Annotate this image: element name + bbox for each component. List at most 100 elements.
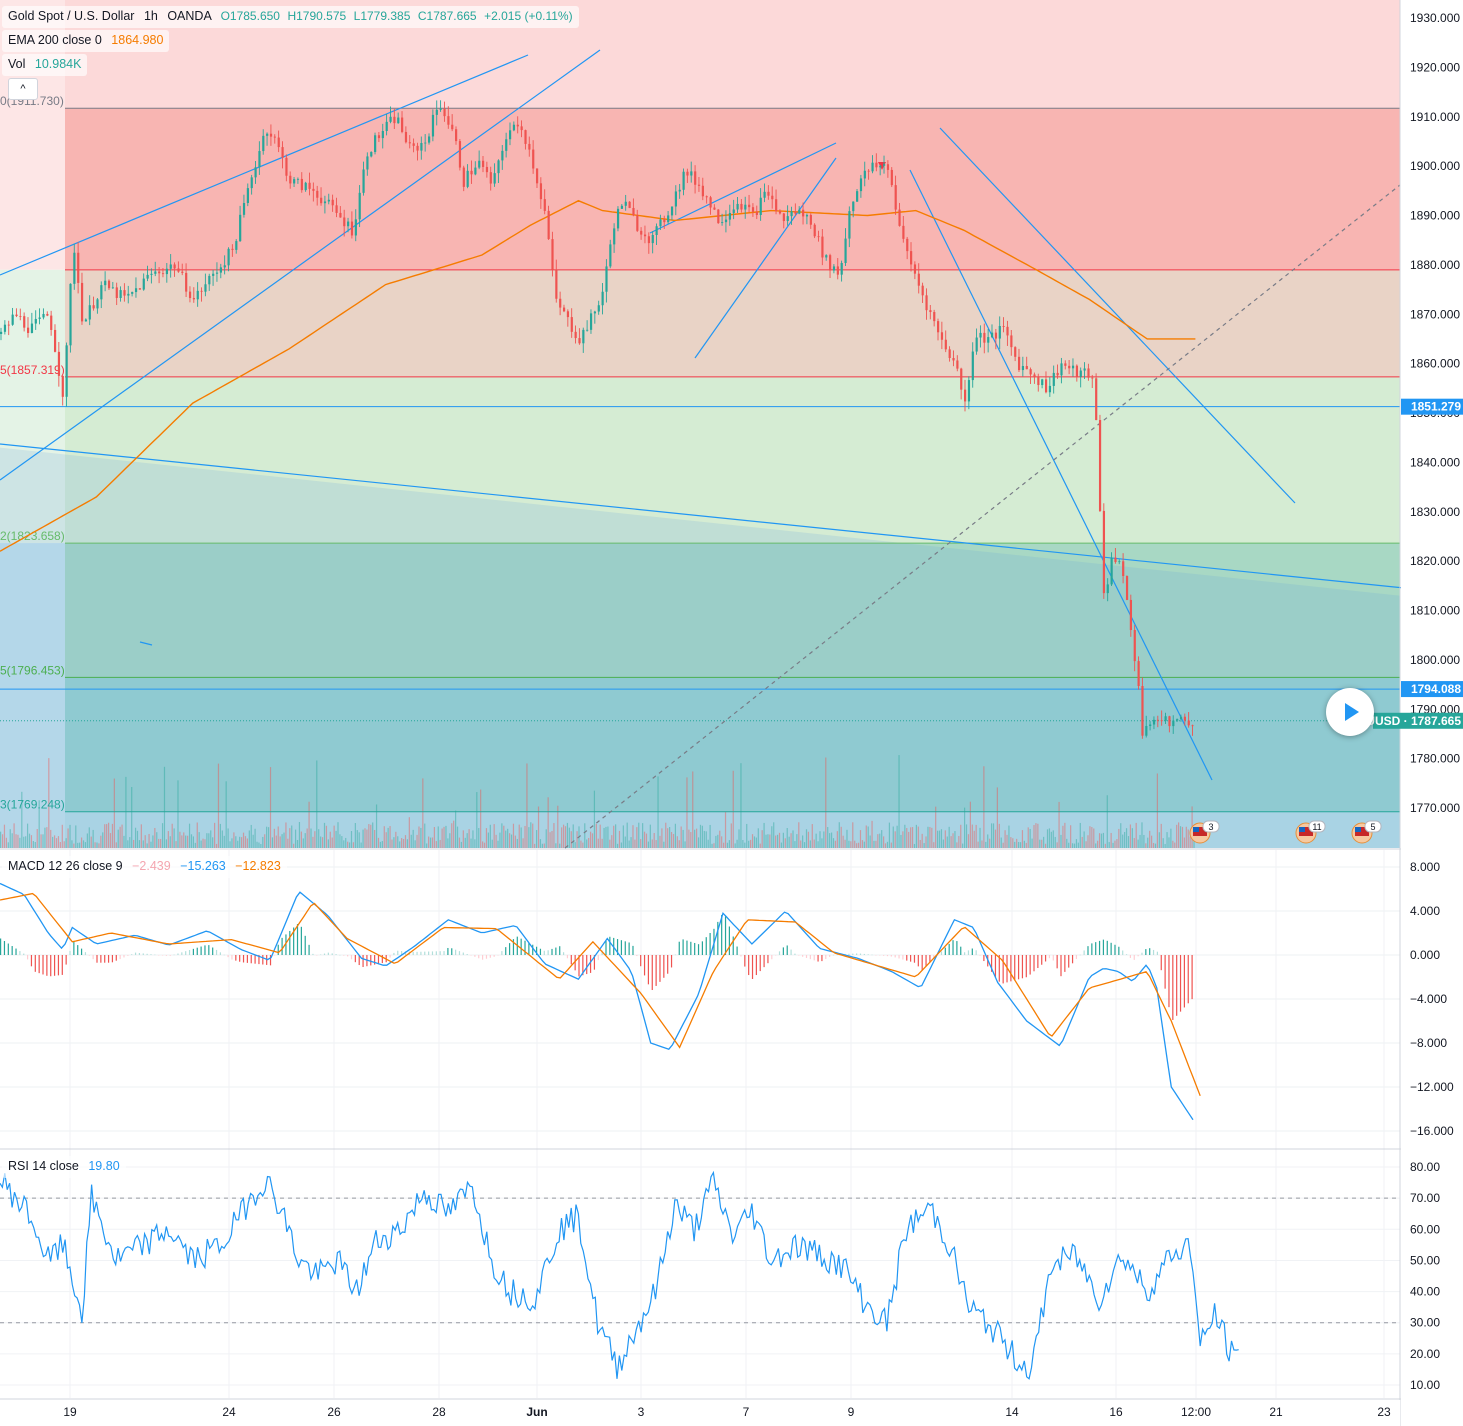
candle-body [798,209,801,214]
volume-bar [696,828,698,848]
macd-histogram-bar [1102,939,1105,955]
fib-zone-6 [65,811,1400,848]
candle-body [593,311,597,314]
volume-bar [219,823,221,848]
volume-bar [283,832,285,848]
volume-bar [321,837,324,848]
volume-bar [1185,826,1187,848]
candle-body [601,291,604,306]
volume-bar [314,831,316,848]
candle-body [393,116,396,124]
volume-bar [647,841,650,848]
macd-histogram-bar [1048,955,1051,959]
trend-lines[interactable] [0,49,1463,849]
volume-bar [385,832,387,848]
macd-histogram-bar [1052,955,1054,961]
ema-legend[interactable]: EMA 200 close 0 1864.980 [2,30,170,52]
volume-bar [1087,835,1089,848]
collapse-legend-button[interactable]: ^ [8,78,38,100]
price-axis[interactable]: 1930.000 1920.000 1910.000 1900.000 1890.000… [1350,0,1463,1426]
volume-bar [335,830,337,848]
volume-bar [248,830,250,848]
macd-histogram-bar [1133,955,1135,960]
volume-bar [181,835,183,848]
macd-histogram-bar [825,955,827,960]
volume-bar [1066,838,1068,848]
macd-histogram-bar [158,955,160,956]
macd-histogram-bar [296,924,299,955]
macd-histogram-bar [1137,955,1139,957]
vol-value: 10.984K [34,57,82,71]
volume-bar [1120,823,1122,848]
candle-body [138,288,142,290]
macd-histogram-bar [651,955,653,991]
symbol-name[interactable]: Gold Spot / U.S. Dollar [8,9,135,23]
macd-histogram-bar [119,955,121,960]
macd-histogram-bar [678,941,680,955]
macd-histogram-bar [138,953,141,955]
candle-body [1091,377,1094,379]
volume-bar [539,839,542,848]
time-axis[interactable]: 19 24 26 28 Jun 3 7 9 14 16 12:00 21 23 [0,1400,1400,1426]
volume-bar [871,820,873,848]
volume-bar [572,824,574,848]
volume-bar [474,839,476,848]
volume-bar [834,840,837,848]
candle-body [61,375,64,397]
volume-bar [156,832,158,848]
candle-body [651,234,654,244]
candle-body [929,310,932,313]
symbol-row[interactable]: Gold Spot / U.S. Dollar 1h OANDA O1785.6… [2,6,579,28]
candle-body [431,114,435,137]
volume-bar [692,771,694,848]
volume-bar [308,801,310,848]
volume-bar [915,824,917,848]
macd-histogram-bar [624,941,626,955]
volume-bar [113,778,115,848]
volume-bar [202,838,204,848]
macd-histogram-bar [1014,955,1016,981]
rsi-legend[interactable]: RSI 14 close 19.80 [2,1156,126,1178]
candle-body [925,295,928,311]
volume-bar [28,833,31,848]
volume-bar [1116,839,1118,848]
macd-histogram-bar [7,943,9,955]
volume-bar [350,831,353,848]
macd-histogram-bar [73,941,75,955]
macd-legend[interactable]: MACD 12 26 close 9 −2.439 −15.263 −12.82… [2,856,287,878]
candle-body [474,167,477,175]
candle-body [663,219,666,223]
macd-histogram-bar [990,955,993,972]
volume-bar [782,832,784,848]
volume-bar [102,832,104,848]
candle-body [1052,372,1055,386]
candle-body [1021,366,1025,371]
candle-body [921,285,924,296]
economic-events[interactable]: 3 11 5 [1189,820,1382,844]
macd-histogram-bar [1106,940,1108,955]
volume-bar [815,833,817,848]
candle-body [196,290,199,300]
volume-bar [269,767,272,848]
volume-bar [433,827,435,848]
macd-histogram-bar [192,948,194,955]
volume-bar [983,766,985,848]
replay-play-button[interactable] [1326,688,1374,736]
macd-histogram-bar [763,955,765,968]
volume-bar [34,842,36,848]
volume-legend[interactable]: Vol 10.984K [2,54,88,76]
macd-histogram-bar [559,946,561,955]
volume-bar [630,837,632,848]
volume-bar [73,843,75,848]
candle-body [805,214,809,217]
volume-bar [188,823,191,848]
volume-bar [643,831,646,848]
macd-histogram-bar [925,955,927,967]
candle-body [34,318,37,324]
price-tick-label: 1780.000 [1410,752,1460,766]
fib-zone-left-bottom [0,543,65,848]
volume-bar [146,843,148,848]
volume-bar [944,830,946,848]
volume-bar [57,836,60,848]
